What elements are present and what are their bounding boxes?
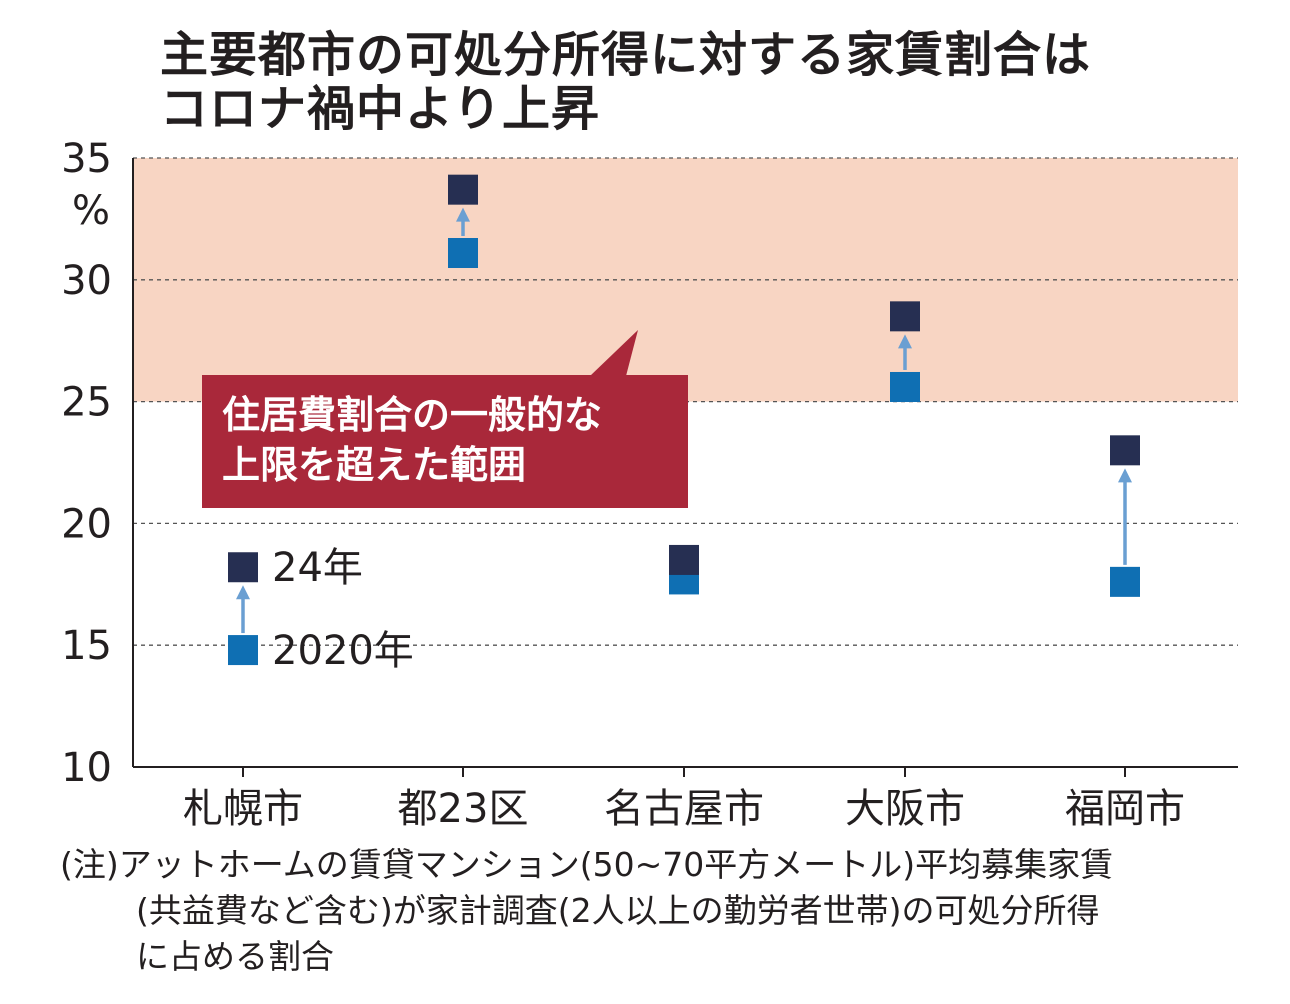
x-tick-label: 名古屋市 bbox=[604, 786, 764, 832]
y-tick-label: 10 bbox=[61, 745, 112, 791]
x-tick-label: 都23区 bbox=[398, 786, 529, 832]
footnote-line3: に占める割合 bbox=[136, 937, 334, 976]
footnote-line2: (共益費など含む)が家計調査(2人以上の勤労者世帯)の可処分所得 bbox=[136, 891, 1100, 930]
callout-line2: 上限を超えた範囲 bbox=[222, 443, 527, 487]
callout-pointer bbox=[590, 330, 638, 376]
marker-24 bbox=[1110, 435, 1140, 466]
x-tick-label: 大阪市 bbox=[845, 786, 965, 832]
footnote: (注)アットホームの賃貸マンション(50~70平方メートル)平均募集家賃 (共益… bbox=[60, 842, 1113, 980]
legend-label-24: 24年 bbox=[272, 545, 363, 591]
y-tick-label: 35 bbox=[61, 136, 112, 182]
marker-2020 bbox=[1110, 566, 1140, 597]
marker-24 bbox=[890, 301, 920, 332]
legend-label-2020: 2020年 bbox=[272, 628, 414, 674]
callout-text: 住居費割合の一般的な 上限を超えた範囲 bbox=[222, 390, 682, 490]
y-tick-label: 15 bbox=[61, 623, 112, 669]
marker-24 bbox=[228, 552, 258, 583]
marker-2020 bbox=[228, 635, 258, 666]
y-unit-label: % bbox=[72, 188, 110, 234]
callout-line1: 住居費割合の一般的な bbox=[222, 393, 603, 437]
y-tick-label: 30 bbox=[61, 258, 112, 304]
footnote-line1: (注)アットホームの賃貸マンション(50~70平方メートル)平均募集家賃 bbox=[60, 845, 1114, 884]
x-tick-label: 札幌市 bbox=[183, 786, 303, 832]
y-tick-label: 25 bbox=[61, 380, 112, 426]
chart-title-line2: コロナ禍中より上昇 bbox=[160, 81, 601, 137]
y-tick-label: 20 bbox=[61, 501, 112, 547]
chart-title-line1: 主要都市の可処分所得に対する家賃割合は bbox=[160, 27, 1092, 83]
marker-2020 bbox=[890, 371, 920, 402]
callout-box bbox=[202, 375, 688, 508]
marker-24 bbox=[448, 174, 478, 205]
marker-24 bbox=[669, 544, 699, 575]
marker-2020 bbox=[448, 238, 478, 269]
x-tick-label: 福岡市 bbox=[1065, 786, 1185, 832]
chart-title: 主要都市の可処分所得に対する家賃割合は コロナ禍中より上昇 bbox=[160, 28, 1091, 136]
